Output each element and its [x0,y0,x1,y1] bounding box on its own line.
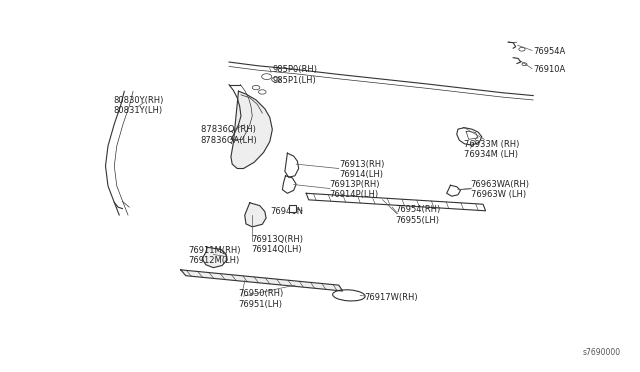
Text: 76946N: 76946N [270,207,303,216]
Text: 76911M(RH)
76912M(LH): 76911M(RH) 76912M(LH) [188,246,241,265]
Polygon shape [231,91,273,169]
Text: 76933M (RH)
76934M (LH): 76933M (RH) 76934M (LH) [464,140,520,159]
Text: 76910A: 76910A [533,65,566,74]
Text: 76954A: 76954A [533,46,566,55]
Bar [289,205,296,212]
Text: 76913Q(RH)
76914Q(LH): 76913Q(RH) 76914Q(LH) [251,235,303,254]
Text: s7690000: s7690000 [583,348,621,357]
Text: 985P0(RH)
985P1(LH): 985P0(RH) 985P1(LH) [273,65,318,84]
Text: 76950(RH)
76951(LH): 76950(RH) 76951(LH) [239,289,284,309]
Polygon shape [244,203,266,227]
Text: 76913(RH)
76914(LH): 76913(RH) 76914(LH) [339,160,384,179]
Text: 87836Q (RH)
87836QA(LH): 87836Q (RH) 87836QA(LH) [201,125,257,145]
Polygon shape [180,270,342,291]
Text: 80830Y(RH)
80831Y(LH): 80830Y(RH) 80831Y(LH) [113,96,163,115]
Text: 76954(RH)
76955(LH): 76954(RH) 76955(LH) [396,205,440,225]
Text: 76913P(RH)
76914P(LH): 76913P(RH) 76914P(LH) [330,180,380,199]
Text: 76917W(RH): 76917W(RH) [364,293,417,302]
Polygon shape [202,247,227,268]
Text: 76963WA(RH)
76963W (LH): 76963WA(RH) 76963W (LH) [470,180,529,199]
